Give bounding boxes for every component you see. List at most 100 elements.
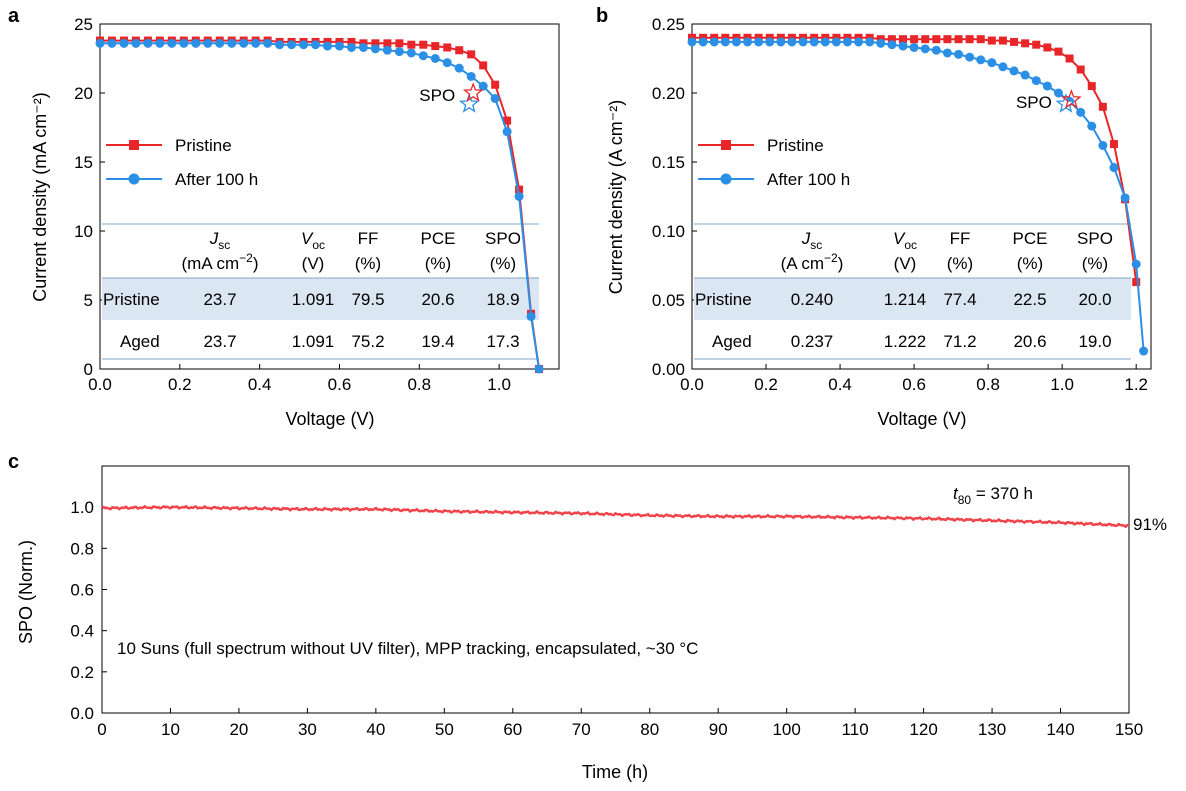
y-tick-label: 0.20 — [652, 84, 685, 103]
table-header: Voc — [301, 229, 325, 252]
unit-sup: −2 — [239, 251, 253, 265]
data-point-aged — [954, 49, 964, 59]
data-point-pristine — [371, 39, 380, 48]
x-tick-label: 0.0 — [680, 375, 704, 394]
data-point-aged — [787, 37, 797, 47]
data-point-aged — [323, 41, 333, 51]
spo-label: SPO — [1016, 93, 1052, 112]
data-point-aged — [514, 192, 524, 201]
data-point-pristine — [383, 39, 392, 48]
table-cell: 19.0 — [1078, 332, 1111, 351]
y-tick-label: 10 — [74, 222, 93, 241]
table-header-main: PCE — [421, 229, 456, 248]
y-tick-label: 0.4 — [70, 622, 94, 641]
table-row-label: Pristine — [103, 290, 160, 309]
data-point-aged — [1053, 88, 1063, 98]
data-point-aged — [931, 45, 941, 55]
x-tick-label: 0.8 — [407, 375, 431, 394]
x-tick-label: 0.6 — [328, 375, 352, 394]
table-cell: 23.7 — [203, 332, 236, 351]
data-point-aged — [251, 38, 261, 48]
x-tick-label: 130 — [978, 720, 1006, 739]
data-point-aged — [179, 38, 189, 48]
data-point-pristine — [1087, 82, 1096, 91]
y-axis-title-c: SPO (Norm.) — [16, 540, 36, 644]
spo-star-pristine — [1061, 89, 1082, 109]
x-tick-label: 40 — [366, 720, 385, 739]
y-tick-label: 5 — [84, 291, 93, 310]
y-axis-title-a: Current density (mA cm⁻²) — [30, 92, 50, 302]
x-tick-label: 140 — [1046, 720, 1074, 739]
data-point-aged — [346, 42, 356, 52]
data-point-aged — [454, 63, 464, 73]
data-point-pristine — [910, 35, 919, 44]
data-point-aged — [358, 42, 368, 52]
data-point-aged — [865, 37, 875, 47]
data-point-aged — [430, 54, 440, 63]
x-tick-label: 0.4 — [248, 375, 272, 394]
table-header-main: V — [301, 229, 314, 248]
plot-frame-a — [99, 23, 560, 370]
data-point-aged — [809, 37, 819, 47]
data-point-pristine — [479, 61, 488, 70]
x-tick-label: 0.2 — [168, 375, 192, 394]
data-point-aged — [119, 38, 129, 48]
unit-after: ) — [838, 254, 844, 273]
data-point-pristine — [467, 50, 476, 59]
table-header: SPO — [485, 229, 521, 248]
table-header-unit: (%) — [355, 254, 381, 273]
y-tick-label: 0.15 — [652, 153, 685, 172]
table-header-main: FF — [358, 229, 379, 248]
unit-before: (A cm — [781, 254, 824, 273]
table-header: Jsc — [209, 229, 231, 252]
legend-marker-square — [129, 140, 139, 150]
panel-letter-c: c — [8, 451, 19, 473]
data-point-aged — [534, 364, 544, 374]
x-tick-label: 0.0 — [88, 375, 112, 394]
data-point-pristine — [976, 35, 985, 44]
table-header-sub: oc — [312, 238, 325, 252]
data-point-pristine — [1076, 65, 1085, 74]
x-tick-label: 120 — [909, 720, 937, 739]
end-value-label: 91% — [1133, 515, 1167, 534]
data-point-aged — [720, 37, 730, 47]
table-header-main: J — [801, 229, 811, 248]
table-header-unit: (%) — [490, 254, 516, 273]
table-cell: 1.214 — [884, 290, 927, 309]
x-tick-label: 1.2 — [1124, 375, 1148, 394]
x-tick-label: 0.4 — [828, 375, 852, 394]
x-tick-label: 0.2 — [754, 375, 778, 394]
data-point-aged — [776, 37, 786, 47]
data-point-aged — [1087, 121, 1097, 131]
data-point-aged — [1139, 346, 1149, 356]
legend-marker-square — [721, 140, 731, 150]
unit-before: (mA cm — [182, 254, 240, 273]
data-point-aged — [95, 38, 105, 48]
table-cell: 0.240 — [791, 290, 834, 309]
table-cell: 71.2 — [943, 332, 976, 351]
table-header-unit: (%) — [425, 254, 451, 273]
table-header-unit: (%) — [1017, 254, 1043, 273]
table-cell: 0.237 — [791, 332, 834, 351]
data-point-aged — [942, 48, 952, 58]
data-point-aged — [143, 38, 153, 48]
data-point-aged — [287, 40, 297, 50]
data-point-aged — [920, 44, 930, 54]
data-point-pristine — [1021, 39, 1030, 48]
data-point-aged — [965, 52, 975, 62]
data-point-aged — [478, 81, 488, 91]
table-cell: 20.0 — [1078, 290, 1111, 309]
table-highlight-row — [694, 278, 1131, 320]
table-header: FF — [358, 229, 379, 248]
data-point-aged — [227, 38, 237, 48]
legend-label: Pristine — [175, 136, 232, 155]
unit-sup: −2 — [824, 251, 838, 265]
data-point-aged — [155, 38, 165, 48]
x-tick-label: 0 — [97, 720, 106, 739]
data-point-aged — [754, 37, 764, 47]
table-cell: 1.091 — [292, 290, 335, 309]
data-point-pristine — [887, 35, 896, 44]
data-point-pristine — [987, 36, 996, 45]
data-point-aged — [820, 37, 830, 47]
data-point-aged — [998, 62, 1008, 72]
